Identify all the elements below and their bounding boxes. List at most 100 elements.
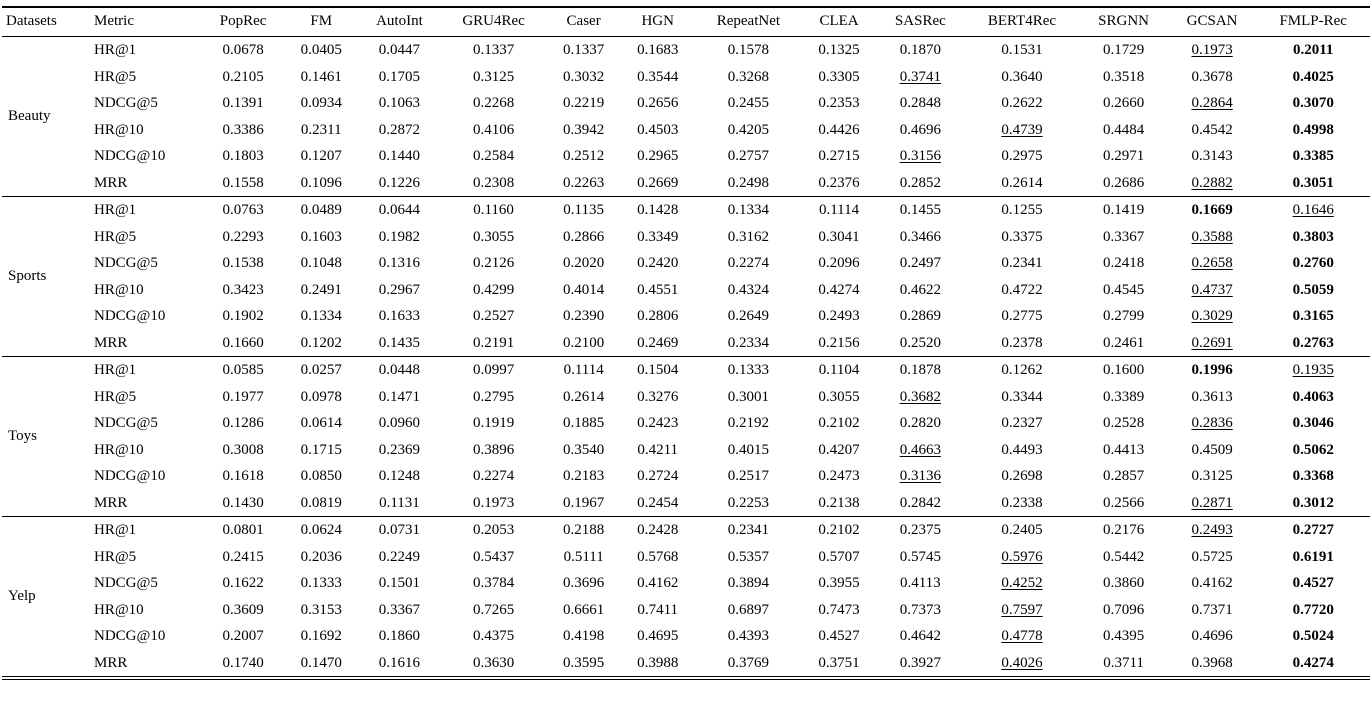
value-cell: 0.1660 <box>202 330 284 357</box>
value-cell: 0.2428 <box>620 516 695 544</box>
column-header-fm: FM <box>284 7 359 37</box>
metric-value: 0.2975 <box>1001 148 1043 164</box>
metric-value: 0.4622 <box>899 281 941 298</box>
metric-value: 0.1333 <box>300 575 342 591</box>
table-row: NDCG@10 0.1803 0.1207 0.1440 0.2584 0.2512 0.2… <box>2 143 1370 170</box>
metric-label: HR@5 <box>94 228 137 245</box>
metric-value: 0.1440 <box>378 148 421 164</box>
metric-label: HR@1 <box>94 42 137 58</box>
value-cell: 0.3389 <box>1079 384 1168 411</box>
metric-value: 0.2176 <box>1102 522 1145 538</box>
metric-value: 0.0257 <box>300 362 342 378</box>
metric-value: 0.2795 <box>472 388 515 405</box>
metric-value: 0.7371 <box>1191 601 1233 618</box>
metric-value: 0.2308 <box>472 174 515 191</box>
metric-label: NDCG@10 <box>94 308 166 324</box>
metric-value: 0.0614 <box>300 415 342 431</box>
value-cell: 0.2517 <box>695 463 802 490</box>
value-cell: 0.3008 <box>202 437 284 464</box>
results-table: Datasets Metric PopRec FM AutoInt GRU4Rec Case… <box>2 6 1370 680</box>
metric-value: 0.2493 <box>818 308 860 324</box>
value-cell: 0.2669 <box>621 170 695 197</box>
value-cell: 0.4737 <box>1168 277 1257 304</box>
value-cell: 0.4545 <box>1079 277 1168 304</box>
value-cell: 0.0447 <box>358 37 440 64</box>
value-cell: 0.1803 <box>202 143 284 170</box>
value-cell: 0.1616 <box>358 650 440 679</box>
value-cell: 0.2376 <box>802 170 876 197</box>
value-cell: 0.1226 <box>358 170 440 197</box>
value-cell: 0.1715 <box>284 437 358 464</box>
value-cell: 0.2842 <box>876 490 965 517</box>
value-cell: 0.1419 <box>1079 196 1168 224</box>
value-cell: 0.1977 <box>202 384 284 411</box>
second-best-value: 0.7597 <box>1001 601 1043 618</box>
metric-value: 0.1316 <box>378 255 421 271</box>
value-cell: 0.1333 <box>284 570 358 597</box>
table-row: HR@5 0.2105 0.1461 0.1705 0.3125 0.3032 0.3544… <box>2 64 1370 91</box>
metric-value: 0.0405 <box>300 42 342 58</box>
second-best-value: 0.2871 <box>1191 494 1233 511</box>
value-cell: 0.2493 <box>802 303 876 330</box>
metric-value: 0.3466 <box>899 228 941 245</box>
value-cell: 0.2491 <box>284 277 358 304</box>
second-best-value: 0.2691 <box>1191 334 1233 351</box>
second-best-value: 0.5976 <box>1001 548 1043 565</box>
metric-value: 0.3518 <box>1102 68 1145 85</box>
metric-value: 0.2869 <box>899 308 941 324</box>
best-value: 0.3046 <box>1292 415 1334 431</box>
value-cell: 0.1578 <box>695 37 802 64</box>
value-cell: 0.0997 <box>440 356 547 384</box>
metric-value: 0.2420 <box>637 255 679 271</box>
metric-value: 0.2848 <box>899 95 941 111</box>
value-cell: 0.2866 <box>547 224 621 251</box>
second-best-value: 0.2864 <box>1191 95 1233 111</box>
value-cell: 0.1048 <box>284 250 358 277</box>
value-cell: 0.3942 <box>547 117 621 144</box>
value-cell: 0.3153 <box>284 597 358 624</box>
value-cell: 0.2869 <box>876 303 965 330</box>
value-cell: 0.4162 <box>1168 570 1257 597</box>
value-cell: 0.2498 <box>695 170 802 197</box>
value-cell: 0.2036 <box>284 544 358 571</box>
value-cell: 0.4274 <box>1256 650 1370 679</box>
value-cell: 0.2353 <box>802 90 876 117</box>
best-value: 0.7720 <box>1292 601 1334 618</box>
value-cell: 0.2369 <box>358 437 440 464</box>
metric-value: 0.2857 <box>1102 468 1145 484</box>
best-value: 0.2760 <box>1292 255 1334 271</box>
value-cell: 0.2263 <box>547 170 621 197</box>
value-cell: 0.2820 <box>876 410 965 437</box>
value-cell: 0.5707 <box>802 544 876 571</box>
second-best-value: 0.2658 <box>1191 255 1233 271</box>
value-cell: 0.4527 <box>802 623 876 650</box>
column-header-autoint: AutoInt <box>358 7 441 37</box>
metric-value: 0.1255 <box>1001 202 1043 218</box>
value-cell: 0.2806 <box>621 303 695 330</box>
value-cell: 0.1669 <box>1167 196 1257 224</box>
value-cell: 0.1603 <box>284 224 358 251</box>
best-value: 0.2763 <box>1292 334 1334 351</box>
value-cell: 0.4527 <box>1256 570 1370 597</box>
value-cell: 0.2727 <box>1256 516 1370 544</box>
value-cell: 0.2872 <box>358 117 440 144</box>
metric-value: 0.2842 <box>899 494 941 511</box>
best-value: 0.3070 <box>1292 95 1334 111</box>
metric-value: 0.4484 <box>1102 121 1145 138</box>
value-cell: 0.1428 <box>620 196 695 224</box>
value-cell: 0.1982 <box>358 224 440 251</box>
metric-value: 0.1618 <box>222 468 264 484</box>
value-cell: 0.4198 <box>547 623 621 650</box>
value-cell: 0.0763 <box>202 196 285 224</box>
metric-value: 0.4413 <box>1102 441 1145 458</box>
value-cell: 0.0960 <box>358 410 440 437</box>
table-row: HR@5 0.1977 0.0978 0.1471 0.2795 0.2614 0.3276… <box>2 384 1370 411</box>
metric-value: 0.1334 <box>300 308 342 324</box>
value-cell: 0.1633 <box>358 303 440 330</box>
value-cell: 0.4299 <box>441 277 547 304</box>
value-cell: 0.1470 <box>284 650 358 679</box>
value-cell: 0.5059 <box>1256 277 1370 304</box>
metric-value: 0.1538 <box>222 255 264 271</box>
value-cell: 0.5024 <box>1256 623 1370 650</box>
metric-value: 0.1325 <box>818 42 860 58</box>
